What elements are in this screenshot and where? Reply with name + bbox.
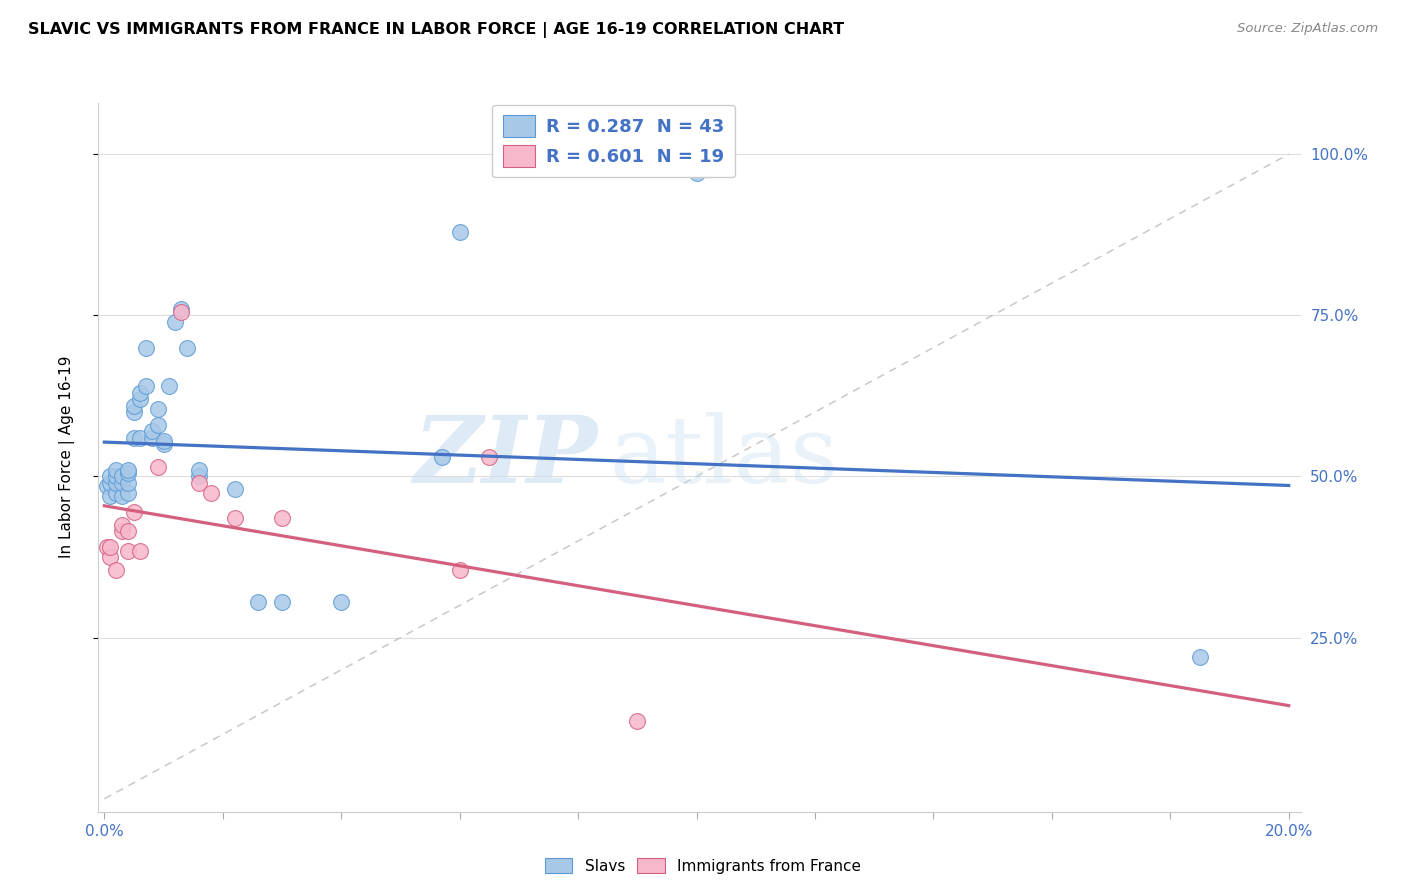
Text: SLAVIC VS IMMIGRANTS FROM FRANCE IN LABOR FORCE | AGE 16-19 CORRELATION CHART: SLAVIC VS IMMIGRANTS FROM FRANCE IN LABO… <box>28 22 844 38</box>
Point <box>122 505 145 519</box>
Point <box>98 541 121 555</box>
Point <box>188 463 211 477</box>
Point <box>159 379 181 393</box>
Point <box>449 563 471 577</box>
Y-axis label: In Labor Force | Age 16-19: In Labor Force | Age 16-19 <box>59 356 75 558</box>
Point <box>117 475 139 490</box>
Point <box>626 714 648 729</box>
Point <box>146 459 169 474</box>
Text: ZIP: ZIP <box>413 412 598 502</box>
Point <box>224 511 246 525</box>
Point <box>146 401 169 416</box>
Point <box>128 543 150 558</box>
Point <box>146 417 169 432</box>
Point <box>105 475 128 490</box>
Point <box>247 595 270 609</box>
Point <box>1188 650 1211 665</box>
Point <box>685 166 707 180</box>
Point <box>122 399 145 413</box>
Point <box>170 301 193 316</box>
Point <box>105 563 128 577</box>
Point <box>122 431 145 445</box>
Point <box>105 485 128 500</box>
Point <box>449 225 471 239</box>
Point <box>117 543 139 558</box>
Point <box>135 341 157 355</box>
Point <box>478 450 501 464</box>
Point <box>111 469 134 483</box>
Point <box>430 450 453 464</box>
Point <box>135 379 157 393</box>
Point <box>152 437 174 451</box>
Point <box>128 392 150 406</box>
Point <box>200 485 222 500</box>
Point <box>188 469 211 483</box>
Point <box>111 524 134 539</box>
Point <box>170 305 193 319</box>
Point <box>224 483 246 497</box>
Point <box>117 524 139 539</box>
Point <box>141 425 163 439</box>
Point <box>117 463 139 477</box>
Point <box>105 469 128 483</box>
Point <box>141 431 163 445</box>
Point <box>176 341 198 355</box>
Point <box>117 467 139 481</box>
Point <box>122 405 145 419</box>
Point <box>105 463 128 477</box>
Point <box>128 431 150 445</box>
Point <box>98 469 121 483</box>
Legend: R = 0.287  N = 43, R = 0.601  N = 19: R = 0.287 N = 43, R = 0.601 N = 19 <box>492 104 735 178</box>
Point <box>188 475 211 490</box>
Point <box>165 315 187 329</box>
Point <box>98 489 121 503</box>
Point <box>98 550 121 565</box>
Point <box>96 479 118 493</box>
Point <box>330 595 353 609</box>
Point <box>152 434 174 448</box>
Point <box>128 385 150 400</box>
Point <box>111 475 134 490</box>
Point <box>117 485 139 500</box>
Point <box>271 595 294 609</box>
Point <box>96 541 118 555</box>
Point <box>111 489 134 503</box>
Text: atlas: atlas <box>609 412 838 502</box>
Legend: Slavs, Immigrants from France: Slavs, Immigrants from France <box>538 852 868 880</box>
Text: Source: ZipAtlas.com: Source: ZipAtlas.com <box>1237 22 1378 36</box>
Point <box>111 517 134 532</box>
Point <box>98 475 121 490</box>
Point <box>271 511 294 525</box>
